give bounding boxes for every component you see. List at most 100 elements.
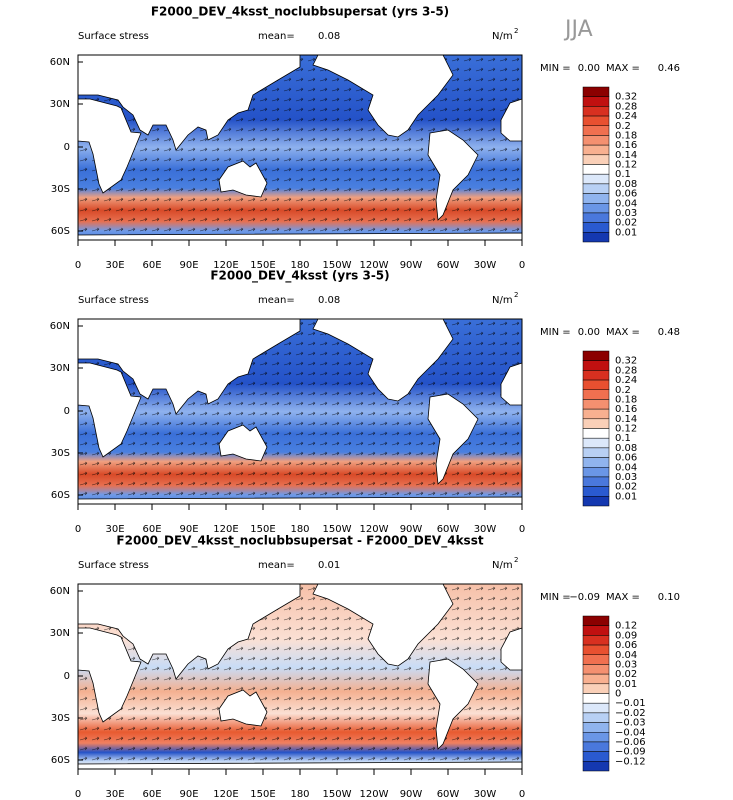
lon-tick-label: 0 — [519, 260, 525, 271]
colorbar-box — [582, 399, 610, 410]
colorbar-box — [582, 486, 610, 497]
colorbar-label: 0.01 — [615, 679, 637, 690]
colorbar-label: 0 — [615, 689, 621, 700]
units: N/m — [492, 295, 513, 306]
lon-tick-label: 120E — [213, 789, 238, 800]
mean-label: mean= — [258, 295, 295, 306]
colorbar-box — [582, 683, 610, 694]
colorbar-label: 0.16 — [615, 140, 637, 151]
lat-tick-label: 60N — [50, 586, 70, 597]
lat-tick-label: 30S — [51, 184, 70, 195]
lon-tick-label: 150W — [323, 524, 352, 535]
lon-tick-label: 120W — [360, 524, 389, 535]
colorbar-label: 0.12 — [615, 160, 637, 171]
colorbar-box — [582, 644, 610, 655]
lon-tick-label: 180 — [290, 524, 309, 535]
mean-value: 0.08 — [318, 295, 340, 306]
colorbar-box — [582, 722, 610, 733]
colorbar-box — [582, 702, 610, 714]
colorbar-label: 0.32 — [615, 92, 637, 103]
lat-tick-label: 0 — [64, 671, 70, 682]
field-label: Surface stress — [78, 560, 149, 571]
lat-tick-label: 60S — [51, 226, 70, 237]
colorbar-label: −0.02 — [615, 708, 646, 719]
lat-tick-label: 0 — [64, 142, 70, 153]
colorbar-box — [582, 467, 610, 478]
colorbar-label: 0.12 — [615, 424, 637, 435]
colorbar-box — [582, 408, 610, 420]
max-label: MAX = — [606, 327, 640, 338]
colorbar-label: 0.02 — [615, 218, 637, 229]
colorbar-label: 0.06 — [615, 640, 637, 651]
max-value: 0.46 — [658, 63, 680, 74]
colorbar-box — [582, 447, 610, 458]
colorbar-label: 0.14 — [615, 414, 637, 425]
map — [77, 318, 523, 505]
lon-tick-label: 120E — [213, 260, 238, 271]
colorbar-label: 0.04 — [615, 650, 637, 661]
colorbar-box — [582, 360, 610, 371]
colorbar-box — [582, 173, 610, 185]
colorbar-label: −0.04 — [615, 727, 646, 738]
colorbar-label: 0.18 — [615, 130, 637, 141]
units-exponent: 2 — [514, 556, 518, 564]
lon-tick-label: 30E — [105, 260, 124, 271]
colorbar-box — [582, 428, 610, 439]
colorbar-label: 0.28 — [615, 101, 637, 112]
colorbar-label: 0.03 — [615, 208, 637, 219]
max-value: 0.10 — [658, 592, 680, 603]
panel-title: F2000_DEV_4ksst_noclubbsupersat (yrs 3-5… — [151, 5, 449, 20]
colorbar-label: 0.2 — [615, 385, 631, 396]
colorbar-box — [582, 496, 610, 507]
colorbar-label: 0.06 — [615, 189, 637, 200]
colorbar-box — [582, 164, 610, 175]
lon-tick-label: 60E — [142, 260, 161, 271]
colorbar-box — [582, 379, 610, 390]
colorbar-label: 0.08 — [615, 179, 637, 190]
colorbar-box — [582, 222, 610, 233]
max-label: MAX = — [606, 592, 640, 603]
lon-tick-label: 150W — [323, 789, 352, 800]
season-label: JJA — [563, 17, 593, 42]
min-label: MIN = — [540, 63, 571, 74]
lon-tick-label: 90E — [179, 260, 198, 271]
colorbar-label: 0.32 — [615, 356, 637, 367]
lon-tick-label: 0 — [75, 260, 81, 271]
colorbar-label: 0.09 — [615, 630, 637, 641]
map — [77, 583, 523, 770]
colorbar-box — [582, 135, 610, 146]
lat-tick-label: 30N — [50, 363, 70, 374]
colorbar-box — [582, 144, 610, 156]
colorbar-box — [582, 418, 610, 429]
colorbar-box — [582, 212, 610, 223]
lon-tick-label: 90E — [179, 524, 198, 535]
lon-tick-label: 150E — [250, 524, 275, 535]
lat-tick-label: 30S — [51, 448, 70, 459]
colorbar-label: 0.04 — [615, 462, 637, 473]
lat-tick-label: 60N — [50, 321, 70, 332]
colorbar-box — [582, 457, 610, 468]
colorbar-box — [582, 389, 610, 400]
colorbar-box — [582, 125, 610, 136]
lon-tick-label: 0 — [75, 524, 81, 535]
colorbar-box — [582, 203, 610, 214]
colorbar-label: −0.12 — [615, 756, 646, 767]
colorbar-label: 0.1 — [615, 169, 631, 180]
lon-tick-label: 150E — [250, 789, 275, 800]
lon-tick-label: 150E — [250, 260, 275, 271]
map — [77, 54, 523, 241]
colorbar-box — [582, 370, 610, 381]
colorbar-box — [582, 183, 610, 194]
colorbar-box — [582, 154, 610, 165]
colorbar-label: 0.04 — [615, 198, 637, 209]
lat-tick-label: 60N — [50, 57, 70, 68]
min-label: MIN = — [540, 327, 571, 338]
colorbar-label: 0.28 — [615, 365, 637, 376]
lon-tick-label: 180 — [290, 260, 309, 271]
lon-tick-label: 30W — [474, 789, 497, 800]
lon-tick-label: 90W — [400, 789, 423, 800]
lon-tick-label: 30W — [474, 260, 497, 271]
field-label: Surface stress — [78, 31, 149, 42]
colorbar-box — [582, 664, 610, 675]
